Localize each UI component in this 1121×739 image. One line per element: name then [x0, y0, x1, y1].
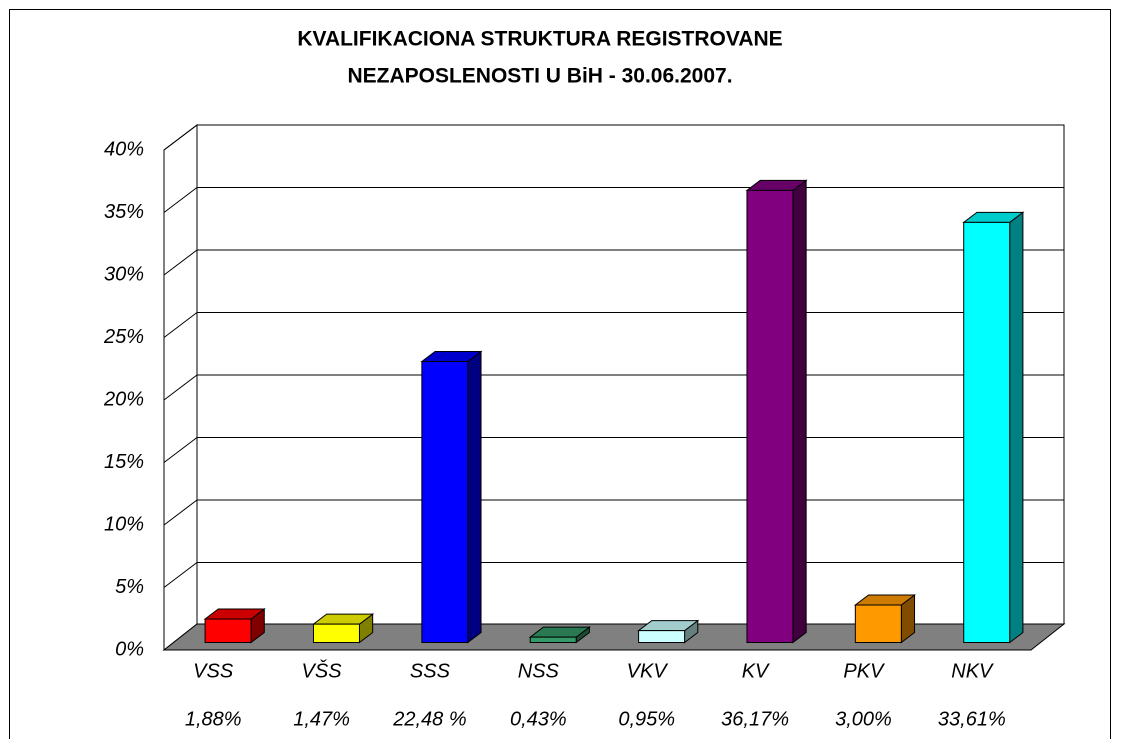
value-label: 22,48 % [392, 708, 466, 730]
grid-line [163, 437, 198, 463]
bar [638, 630, 686, 643]
x-tick-label: NSS [518, 660, 560, 682]
bar [421, 361, 469, 643]
y-tick-label: 40% [104, 138, 144, 160]
bar [854, 604, 902, 643]
y-tick-label: 30% [104, 263, 144, 285]
x-tick-label: NKV [951, 660, 994, 682]
bar [312, 623, 360, 643]
y-tick-label: 0% [115, 638, 144, 660]
x-tick-label: VSS [193, 660, 234, 682]
value-label: 33,61% [938, 708, 1006, 730]
x-tick-label: VŠS [302, 659, 343, 682]
value-label: 1,47% [293, 708, 350, 730]
bar-side [1009, 211, 1024, 644]
grid-line [163, 499, 198, 526]
grid-line [163, 187, 198, 213]
bar [529, 636, 577, 643]
value-label: 36,17% [721, 708, 789, 730]
y-tick-label: 5% [115, 576, 144, 598]
y-tick-label: 15% [104, 451, 144, 473]
grid-line [163, 312, 198, 338]
x-tick-label: KV [742, 660, 770, 682]
bar [746, 189, 794, 643]
y-tick-label: 20% [103, 388, 144, 410]
x-tick-label: PKV [843, 660, 885, 682]
y-tick-label: 25% [103, 326, 144, 348]
chart-title: NEZAPOSLENOSTI U BiH - 30.06.2007. [347, 65, 732, 88]
y-tick-label: 10% [104, 513, 144, 535]
x-tick-label: VKV [627, 660, 669, 682]
value-label: 1,88% [185, 708, 242, 730]
value-label: 0,95% [618, 708, 675, 730]
x-tick-label: SSS [410, 660, 451, 682]
floor [162, 623, 1066, 651]
grid-line [163, 249, 198, 276]
bar-side [467, 350, 482, 644]
bar [204, 618, 252, 643]
bar [963, 221, 1011, 643]
bar-side [792, 179, 807, 644]
chart-title: KVALIFIKACIONA STRUKTURA REGISTROVANE [297, 28, 782, 51]
grid-line [163, 562, 198, 588]
y-tick-label: 35% [104, 201, 144, 223]
value-label: 0,43% [510, 708, 567, 730]
grid-line [163, 374, 198, 401]
grid-line [163, 124, 198, 151]
value-label: 3,00% [835, 708, 892, 730]
